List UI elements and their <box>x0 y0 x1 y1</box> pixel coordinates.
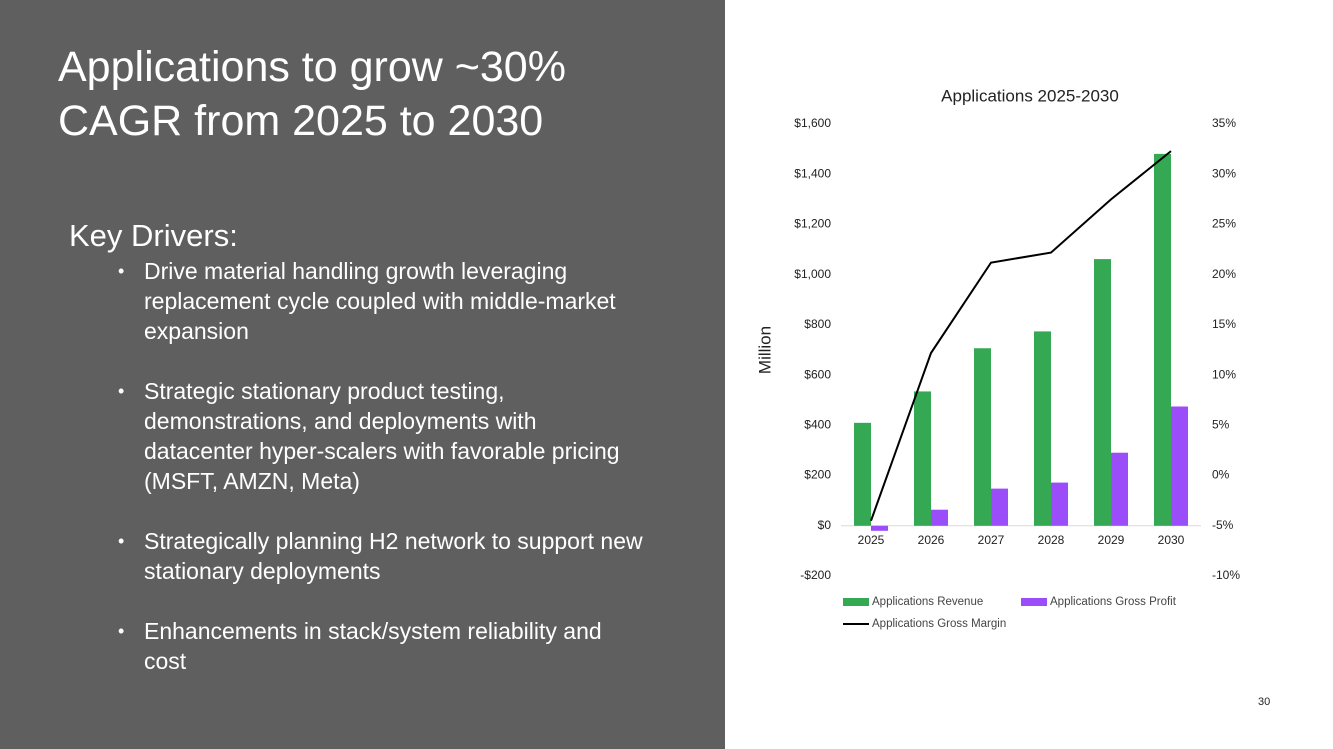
y2-tick-label: 0% <box>1212 468 1230 482</box>
bar <box>871 525 888 531</box>
bullet: Enhancements in stack/system reliability… <box>118 616 648 676</box>
bar <box>1034 331 1051 526</box>
y-tick-label: $1,600 <box>794 116 831 130</box>
page-number: 30 <box>1258 696 1271 708</box>
y2-tick-label: 20% <box>1212 267 1236 281</box>
y-tick-label: $1,400 <box>794 166 831 180</box>
bar <box>914 391 931 526</box>
y2-tick-label: -10% <box>1212 568 1240 582</box>
y-tick-label: $400 <box>804 418 831 432</box>
line <box>870 150 1172 522</box>
legend-swatch <box>1021 598 1047 606</box>
bar <box>854 422 871 526</box>
bar <box>1051 482 1068 526</box>
bullet: Strategically planning H2 network to sup… <box>118 526 648 586</box>
legend-label: Applications Gross Profit <box>1050 596 1177 608</box>
y-tick-label: $800 <box>804 317 831 331</box>
bar <box>1094 259 1111 526</box>
y2-tick-label: -5% <box>1212 518 1234 532</box>
legend-swatch <box>843 598 869 606</box>
y2-tick-label: 25% <box>1212 217 1236 231</box>
x-tick-label: 2026 <box>918 533 945 547</box>
y-tick-label: $1,000 <box>794 267 831 281</box>
y-tick-label: $600 <box>804 367 831 381</box>
bar <box>974 348 991 526</box>
y2-tick-label: 35% <box>1212 116 1236 130</box>
y-axis-label: Million <box>755 326 774 374</box>
x-tick-label: 2029 <box>1098 533 1125 547</box>
chart-title: Applications 2025-2030 <box>941 86 1119 105</box>
y-tick-label: $1,200 <box>794 217 831 231</box>
bullet-list: Drive material handling growth leveragin… <box>118 256 648 706</box>
slide-title: Applications to grow ~30% CAGR from 2025… <box>58 43 566 145</box>
legend-label: Applications Gross Margin <box>872 618 1006 630</box>
bar <box>1154 153 1171 526</box>
bar <box>1111 452 1128 526</box>
text-panel: Applications to grow ~30% CAGR from 2025… <box>0 0 725 749</box>
bullet: Drive material handling growth leveragin… <box>118 256 648 346</box>
x-tick-label: 2025 <box>858 533 885 547</box>
x-tick-label: 2030 <box>1158 533 1185 547</box>
y-tick-label: -$200 <box>800 568 831 582</box>
bar <box>1171 406 1188 526</box>
y2-tick-label: 5% <box>1212 418 1230 432</box>
y2-tick-label: 15% <box>1212 317 1236 331</box>
legend-label: Applications Revenue <box>872 596 983 608</box>
y2-tick-label: 30% <box>1212 166 1236 180</box>
y-tick-label: $0 <box>818 518 832 532</box>
x-tick-label: 2028 <box>1038 533 1065 547</box>
bar <box>931 509 948 526</box>
heading: Key Drivers: <box>69 218 238 253</box>
x-tick-label: 2027 <box>978 533 1005 547</box>
y2-tick-label: 10% <box>1212 367 1236 381</box>
y-tick-label: $200 <box>804 468 831 482</box>
bar <box>991 488 1008 526</box>
bullet: Strategic stationary product testing, de… <box>118 376 648 496</box>
